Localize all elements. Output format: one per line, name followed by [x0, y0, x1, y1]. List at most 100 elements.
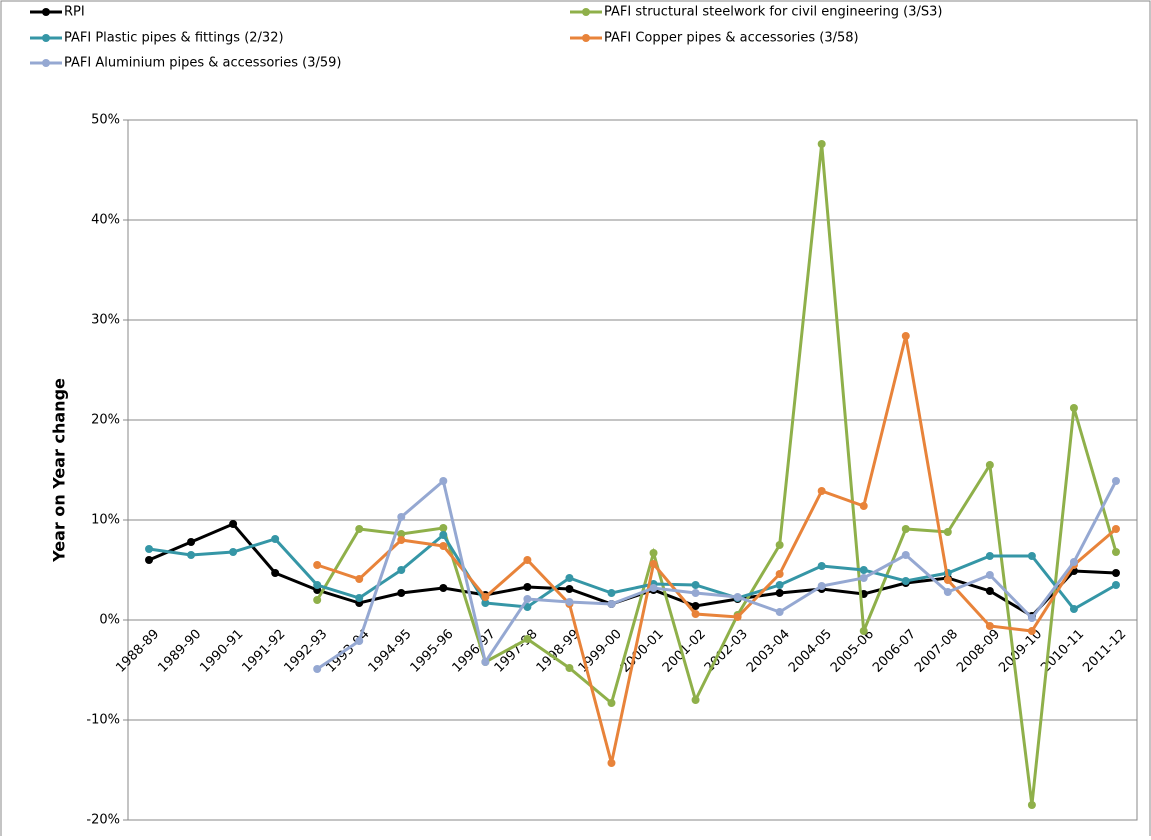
x-tick-label: 2006-07: [870, 627, 919, 676]
data-point: [859, 502, 868, 510]
data-point: [565, 574, 574, 582]
data-point: [439, 542, 448, 550]
data-point: [355, 637, 364, 645]
data-point: [775, 541, 784, 549]
data-point: [985, 552, 994, 560]
data-point: [901, 332, 910, 340]
data-point: [1111, 569, 1120, 577]
x-tick-label: 1998-99: [534, 627, 583, 676]
x-tick-label: 1989-90: [155, 627, 204, 676]
data-point: [607, 759, 616, 767]
data-point: [1027, 552, 1036, 560]
data-point: [859, 566, 868, 574]
data-point: [1111, 581, 1120, 589]
data-point: [439, 524, 448, 532]
data-point: [187, 551, 196, 559]
series-line: [315, 143, 1118, 806]
data-point: [565, 585, 574, 593]
data-point: [565, 598, 574, 606]
data-point: [775, 570, 784, 578]
data-point: [649, 549, 658, 557]
x-tick-label: 2011-12: [1080, 627, 1129, 676]
data-point: [733, 613, 742, 621]
data-point: [355, 525, 364, 533]
data-point: [523, 583, 532, 591]
data-point: [145, 545, 154, 553]
data-point: [523, 595, 532, 603]
data-point: [271, 535, 280, 543]
data-point: [1027, 614, 1036, 622]
x-tick-label: 2008-09: [954, 627, 1003, 676]
data-point: [523, 556, 532, 564]
data-point: [859, 574, 868, 582]
data-point: [943, 528, 952, 536]
y-tick-label: 20%: [91, 413, 120, 428]
data-point: [439, 584, 448, 592]
data-point: [523, 635, 532, 643]
data-point: [943, 588, 952, 596]
series-line: [316, 478, 1118, 671]
data-point: [775, 589, 784, 597]
data-point: [901, 577, 910, 585]
data-point: [439, 531, 448, 539]
y-tick-label: 40%: [91, 213, 120, 228]
legend-label: RPI: [64, 5, 85, 20]
data-point: [901, 525, 910, 533]
data-point: [565, 664, 574, 672]
data-point: [607, 600, 616, 608]
y-tick-label: 10%: [91, 513, 120, 528]
data-point: [1111, 525, 1120, 533]
data-point: [229, 520, 238, 528]
data-point: [313, 596, 322, 604]
data-point: [901, 551, 910, 559]
data-point: [1027, 801, 1036, 809]
x-tick-label: 2003-04: [744, 627, 793, 676]
x-tick-label: 1992-93: [281, 627, 330, 676]
data-point: [607, 699, 616, 707]
data-point: [313, 561, 322, 569]
data-point: [691, 581, 700, 589]
x-tick-label: 1995-96: [408, 627, 457, 676]
data-point: [187, 538, 196, 546]
data-point: [691, 610, 700, 618]
y-axis-title: Year on Year change: [50, 378, 69, 563]
data-point: [397, 530, 406, 538]
data-point: [397, 536, 406, 544]
data-point: [817, 562, 826, 570]
legend-label: PAFI Aluminium pipes & accessories (3/59…: [64, 56, 342, 71]
data-point: [649, 584, 658, 592]
data-point: [691, 589, 700, 597]
data-point: [1111, 548, 1120, 556]
data-point: [985, 461, 994, 469]
x-tick-label: 2004-05: [786, 627, 835, 676]
x-tick-label: 1991-92: [239, 627, 288, 676]
data-point: [649, 560, 658, 568]
legend-marker: [582, 8, 590, 16]
legend-label: PAFI Plastic pipes & fittings (2/32): [64, 31, 284, 46]
data-point: [775, 581, 784, 589]
x-tick-label: 2005-06: [828, 627, 877, 676]
data-point: [985, 571, 994, 579]
x-tick-label: 1994-95: [366, 627, 415, 676]
y-tick-label: -10%: [86, 713, 120, 728]
legend-marker: [42, 59, 50, 67]
data-point: [439, 477, 448, 485]
data-point: [229, 548, 238, 556]
data-point: [607, 589, 616, 597]
data-point: [1069, 605, 1078, 613]
legend-marker: [582, 34, 590, 42]
data-point: [985, 622, 994, 630]
data-point: [271, 569, 280, 577]
data-point: [817, 487, 826, 495]
data-point: [1069, 558, 1078, 566]
data-point: [733, 593, 742, 601]
x-tick-label: 1993-94: [324, 627, 373, 676]
data-point: [313, 665, 322, 673]
data-point: [145, 556, 154, 564]
legend-marker: [42, 34, 50, 42]
data-point: [943, 576, 952, 584]
data-point: [397, 589, 406, 597]
data-point: [691, 696, 700, 704]
x-tick-label: 1997-98: [492, 627, 541, 676]
